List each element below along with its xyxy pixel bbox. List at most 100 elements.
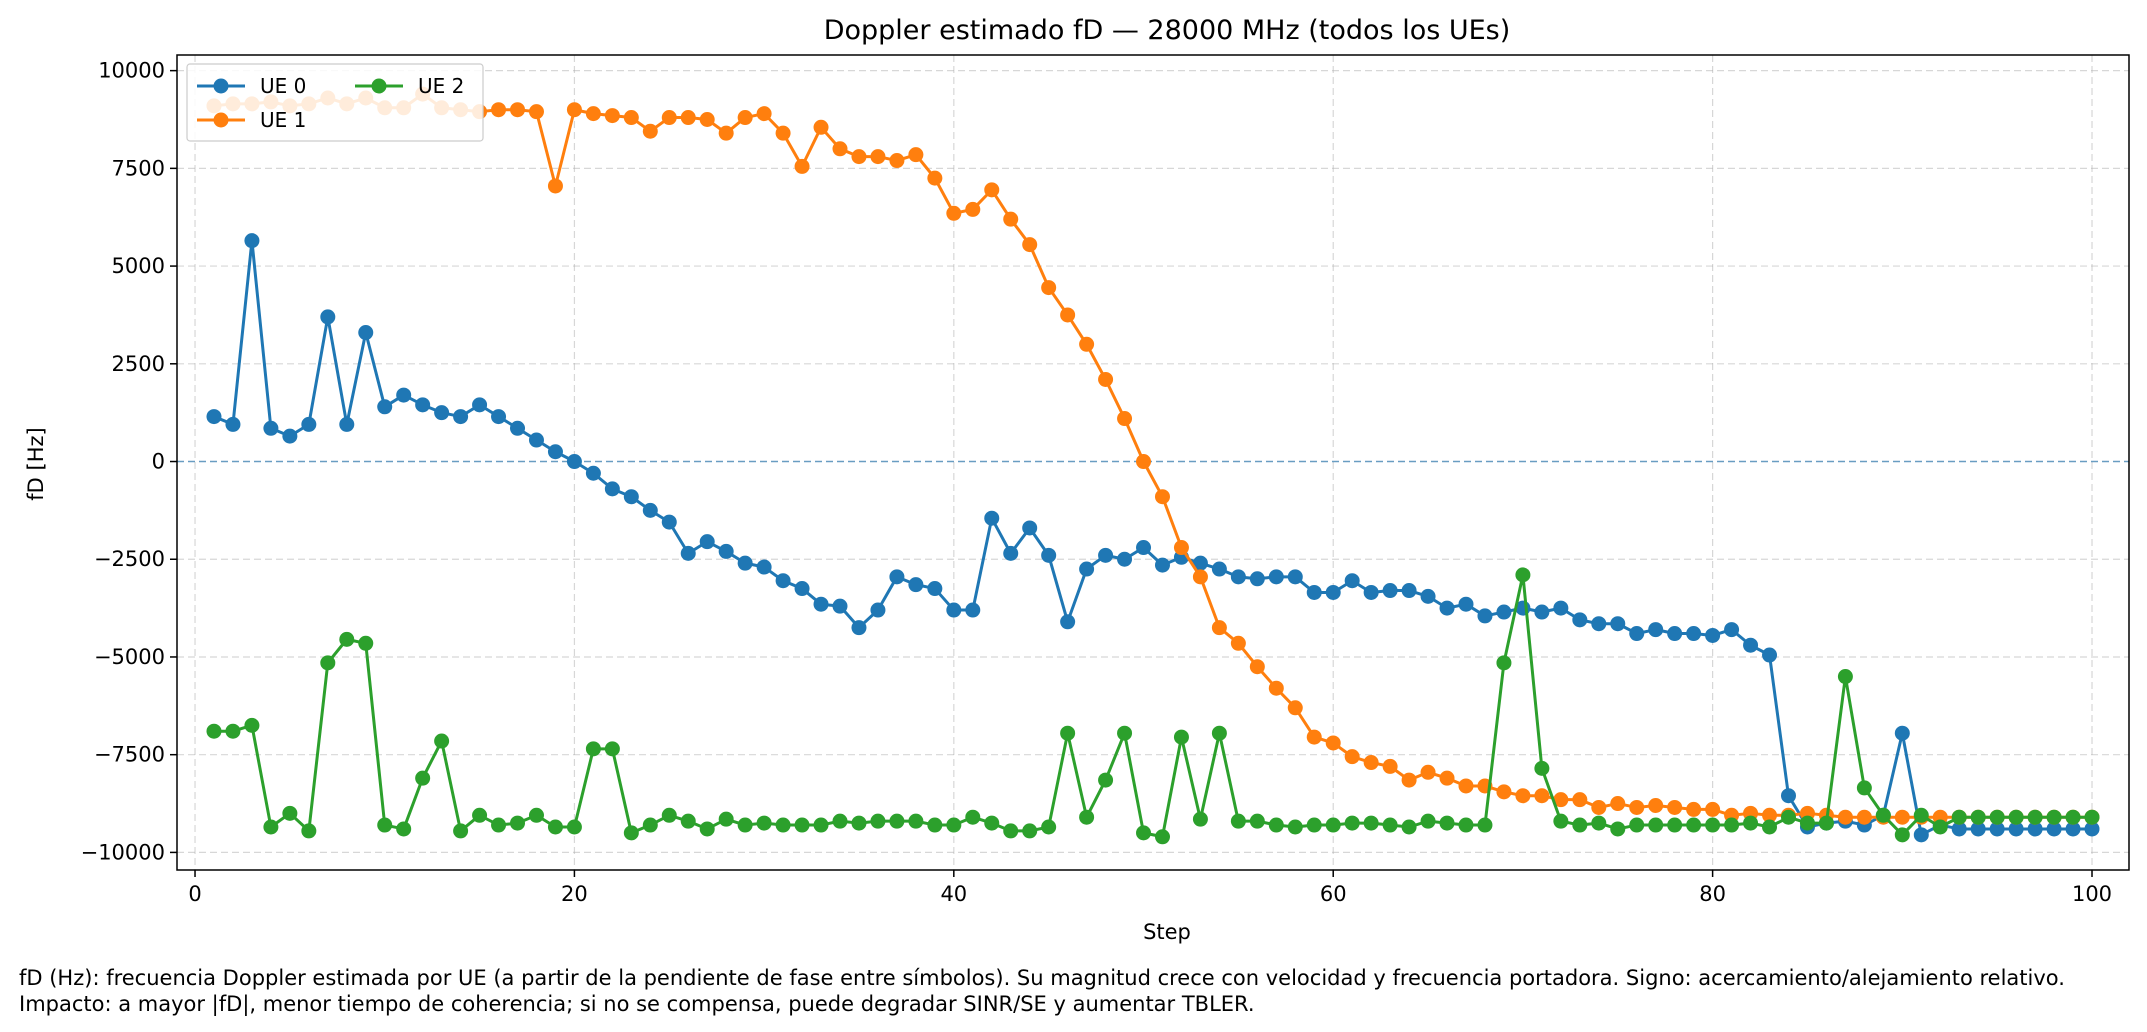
- series-ue2-point: [927, 817, 943, 833]
- series-ue2-point: [889, 813, 905, 829]
- series-ue1-point: [870, 149, 886, 165]
- series-ue2-point: [1515, 567, 1531, 583]
- series-ue1-point: [1079, 336, 1095, 352]
- series-ue2-point: [453, 823, 469, 839]
- series-ue2-point: [1686, 817, 1702, 833]
- series-ue0-point: [813, 596, 829, 612]
- series-ue0-point: [1041, 547, 1057, 563]
- series-ue1-point: [1363, 755, 1379, 771]
- series-ue2-point: [1041, 819, 1057, 835]
- series-ue1-point: [832, 141, 848, 157]
- series-ue0-point: [1553, 600, 1569, 616]
- series-ue1-point: [510, 102, 526, 118]
- series-ue0-point: [1970, 821, 1986, 837]
- series-ue0-point: [1287, 569, 1303, 585]
- series-ue2-point: [1098, 772, 1114, 788]
- series-ue1-point: [1894, 809, 1910, 825]
- y-tick-label: 7500: [112, 156, 165, 180]
- series-ue0-point: [1591, 616, 1607, 632]
- series-ue0-point: [1420, 588, 1436, 604]
- series-ue2-point: [1401, 819, 1417, 835]
- series-ue0-point: [1989, 821, 2005, 837]
- series-ue2-point: [1799, 815, 1815, 831]
- series-ue2-point: [623, 825, 639, 841]
- series-ue1-point: [1154, 489, 1170, 505]
- x-tick-label: 100: [2072, 882, 2112, 906]
- legend-ue2-label: UE 2: [418, 74, 464, 98]
- series-ue1-point: [1705, 801, 1721, 817]
- series-ue0-point: [1610, 616, 1626, 632]
- series-ue2-point: [1325, 817, 1341, 833]
- y-tick-label: −2500: [94, 547, 165, 571]
- series-ue1-point: [908, 147, 924, 163]
- series-ue2-point: [1079, 809, 1095, 825]
- series-ue1-point: [1856, 809, 1872, 825]
- series-ue0-point: [263, 420, 279, 436]
- series-ue2-point: [1382, 817, 1398, 833]
- series-ue2-point: [491, 817, 507, 833]
- series-ue1-point: [984, 182, 1000, 198]
- series-ue0-point: [1192, 555, 1208, 571]
- series-ue1-point: [813, 119, 829, 135]
- series-ue2-point: [263, 819, 279, 835]
- series-ue0-point: [1211, 561, 1227, 577]
- series-ue2-point: [680, 813, 696, 829]
- series-ue2-point: [1363, 815, 1379, 831]
- series-ue0-line: [213, 239, 2093, 837]
- series-ue0-point: [1913, 827, 1929, 843]
- series-ue2-point: [699, 821, 715, 837]
- series-ue1-line: [213, 92, 2093, 819]
- series-ue2-point: [244, 717, 260, 733]
- series-ue0-point: [1363, 584, 1379, 600]
- x-tick-label: 60: [1320, 882, 1347, 906]
- series-ue2-point: [1970, 809, 1986, 825]
- legend-ue0-label: UE 0: [260, 74, 306, 98]
- series-ue2-point: [737, 817, 753, 833]
- series-ue0-point: [1344, 573, 1360, 589]
- series-ue1-point: [965, 201, 981, 217]
- series-ue2-point: [2065, 809, 2081, 825]
- series-ue2-point: [2046, 809, 2062, 825]
- series-ue1-point: [528, 104, 544, 120]
- series-ue1-point: [1515, 788, 1531, 804]
- series-ue0-point: [1458, 596, 1474, 612]
- y-tick-label: 2500: [112, 352, 165, 376]
- series-ue2-point: [206, 723, 222, 739]
- series-ue0-point: [1780, 788, 1796, 804]
- series-ue0-point: [244, 233, 260, 249]
- series-ue2-point: [528, 807, 544, 823]
- series-ue2: [206, 567, 2100, 845]
- series-ue0-point: [1439, 600, 1455, 616]
- series-ue1-point: [927, 170, 943, 186]
- series-ue2-point: [1534, 760, 1550, 776]
- series-ue0-point: [756, 559, 772, 575]
- series-ue0-point: [870, 602, 886, 618]
- series-ue2-point: [510, 815, 526, 831]
- series-ue2-point: [1572, 817, 1588, 833]
- series-ue2-point: [377, 817, 393, 833]
- series-ue2-point: [1856, 780, 1872, 796]
- series-ue2-point: [1818, 815, 1834, 831]
- series-ue0-point: [718, 543, 734, 559]
- series-ue1-point: [718, 125, 734, 141]
- series-ue0-point: [889, 569, 905, 585]
- series-ue2-point: [1705, 817, 1721, 833]
- y-tick-label: −7500: [94, 743, 165, 767]
- series-ue0-point: [851, 620, 867, 636]
- legend-box: [186, 63, 484, 142]
- series-ue2-point: [1136, 825, 1152, 841]
- series-ue0-point: [301, 416, 317, 432]
- series-ue1-point: [680, 110, 696, 126]
- series-ue0-point: [699, 534, 715, 550]
- series-ue2-point: [396, 821, 412, 837]
- plot-area-frame: [176, 54, 2130, 871]
- series-ue1-point: [623, 110, 639, 126]
- series-ue2-point: [1837, 669, 1853, 685]
- series-ue1-point: [851, 149, 867, 165]
- series-ue0-point: [1003, 545, 1019, 561]
- series-ue2-point: [1344, 815, 1360, 831]
- series-ue0-point: [2065, 821, 2081, 837]
- series-ue0-point: [566, 454, 582, 470]
- series-ue1-point: [1667, 799, 1683, 815]
